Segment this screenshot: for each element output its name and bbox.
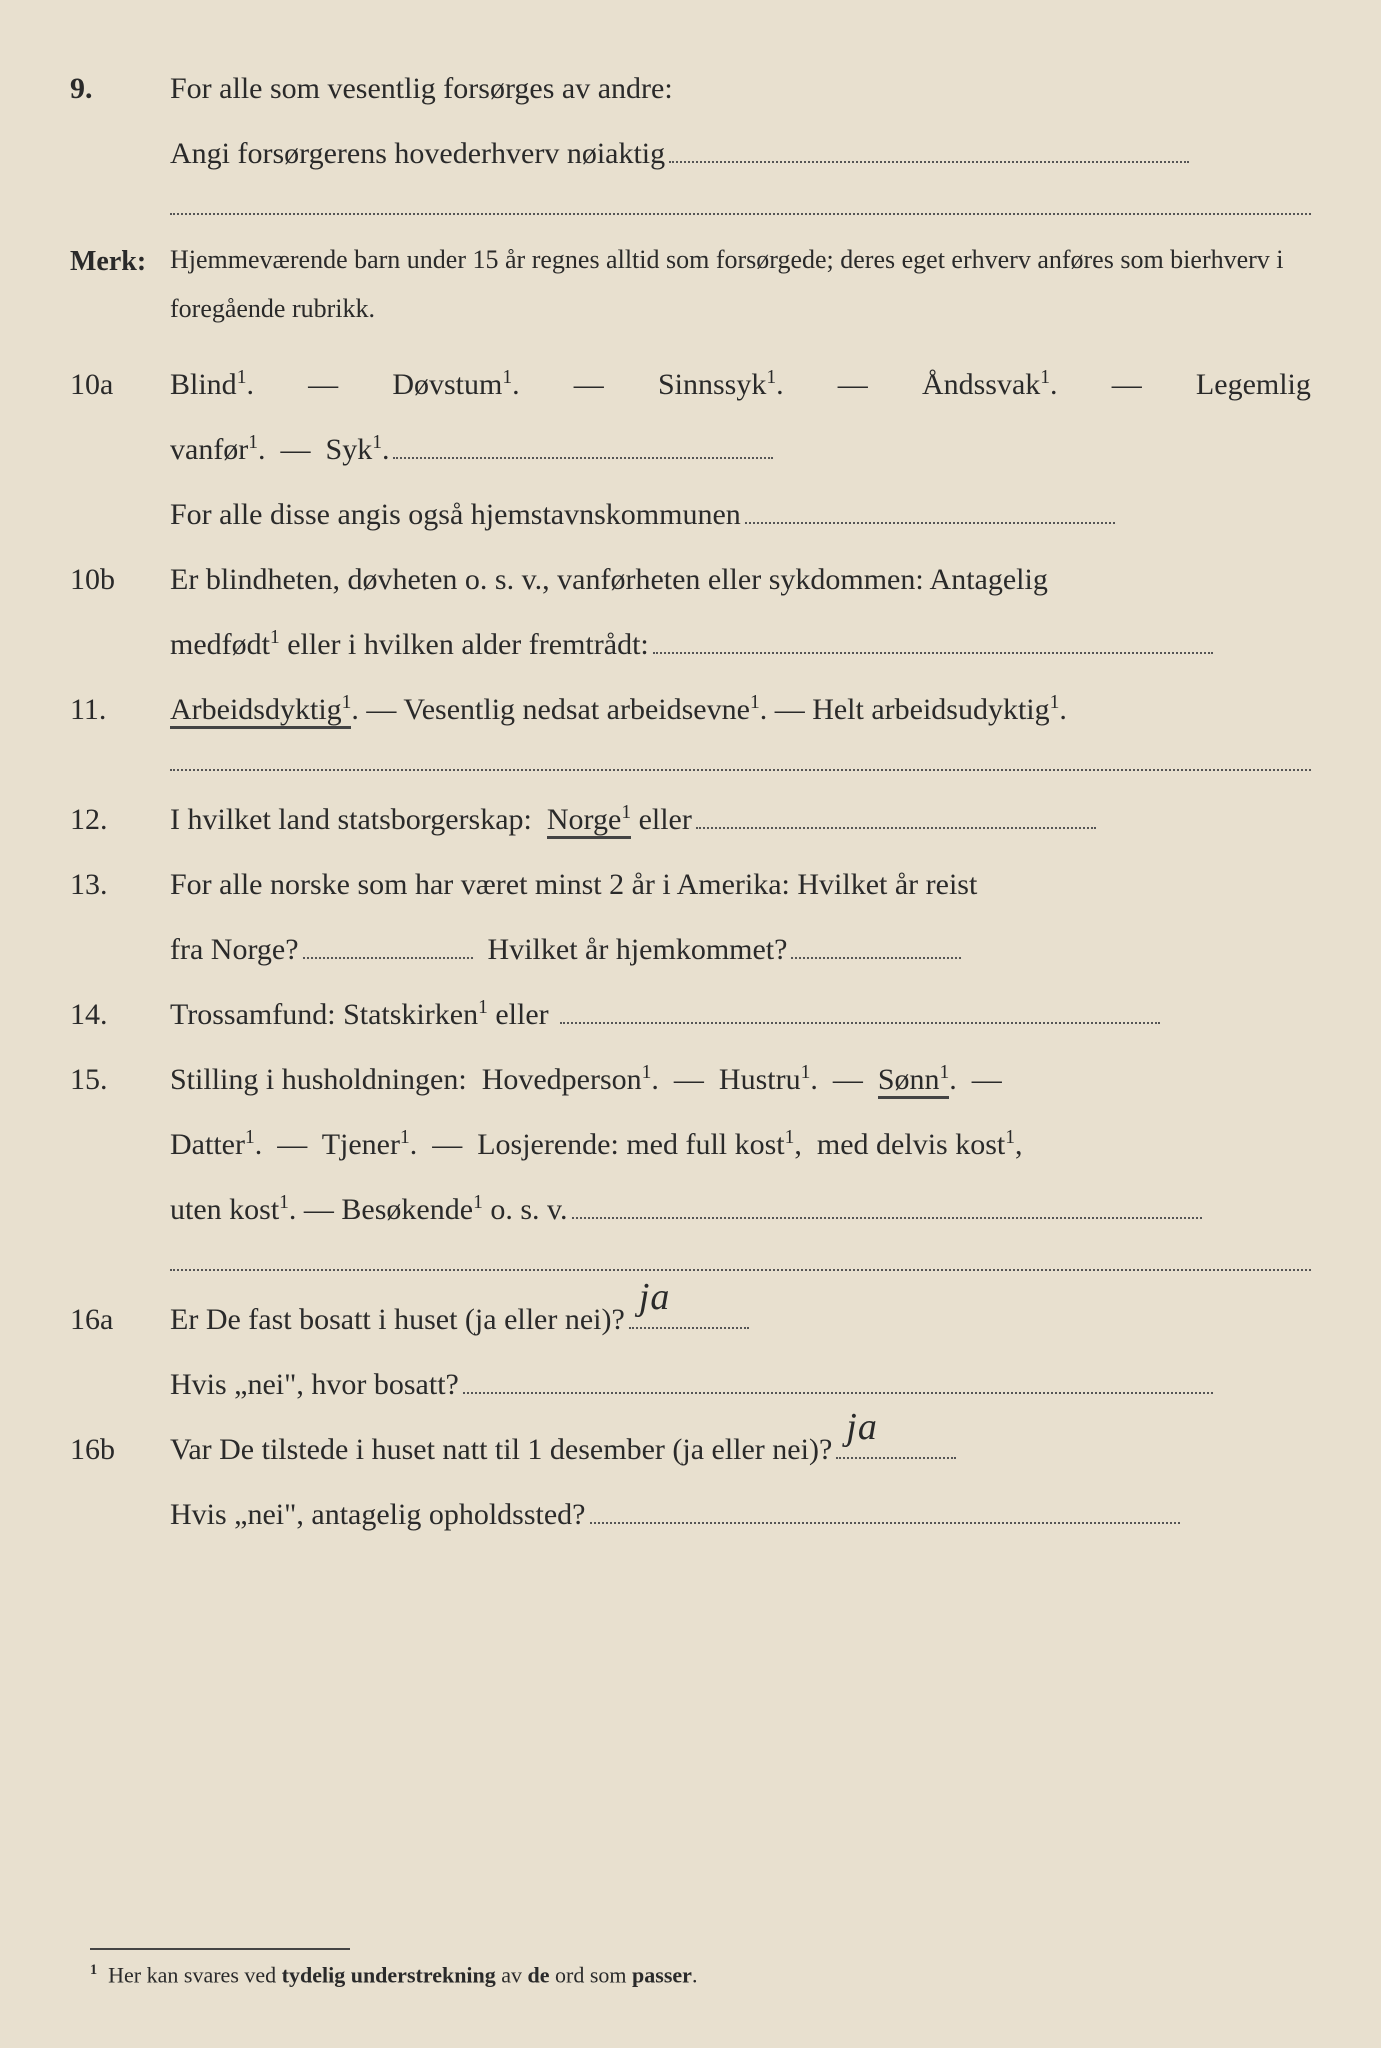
q12-or: eller <box>639 803 692 836</box>
opt-nedsat: Vesentlig nedsat arbeidsevne <box>403 693 750 726</box>
q13-text2a: fra Norge? <box>170 933 299 966</box>
q10a-line2: vanfør1. — Syk1. <box>70 421 1311 478</box>
q9-content: For alle som vesentlig forsørges av andr… <box>170 60 1311 117</box>
q10b-number: 10b <box>70 551 170 608</box>
q14-or: eller <box>495 998 548 1031</box>
fill-line[interactable] <box>791 957 961 959</box>
q10b-line2: medfødt1 eller i hvilken alder fremtrådt… <box>70 616 1311 673</box>
q10b-text1: Er blindheten, døvheten o. s. v., vanfør… <box>170 551 1311 608</box>
opt-hovedperson: Hovedperson <box>482 1063 642 1096</box>
opt-tjener: Tjener <box>322 1128 400 1161</box>
q16a-number: 16a <box>70 1291 170 1348</box>
fill-line[interactable] <box>590 1522 1180 1524</box>
merk-note: Merk: Hjemmeværende barn under 15 år reg… <box>70 235 1311 334</box>
fill-line[interactable] <box>653 652 1213 654</box>
q15-line3: uten kost1. — Besøkende1 o. s. v. <box>70 1181 1311 1238</box>
q12-text: I hvilket land statsborgerskap: <box>170 803 532 836</box>
fill-line[interactable] <box>463 1392 1213 1394</box>
fill-line[interactable] <box>572 1217 1202 1219</box>
question-14: 14. Trossamfund: Statskirken1 eller <box>70 986 1311 1043</box>
census-form-page: 9. For alle som vesentlig forsørges av a… <box>0 0 1381 2048</box>
answer-16b: ja <box>846 1391 878 1463</box>
answer-norge: Norge1 <box>547 803 631 839</box>
question-12: 12. I hvilket land statsborgerskap: Norg… <box>70 791 1311 848</box>
q10b-text2b: eller i hvilken alder fremtrådt: <box>280 628 649 661</box>
question-13: 13. For alle norske som har været minst … <box>70 856 1311 913</box>
q10a-line3-text: For alle disse angis også hjemstavnskomm… <box>170 498 741 531</box>
question-9: 9. For alle som vesentlig forsørges av a… <box>70 60 1311 117</box>
opt-datter: Datter <box>170 1128 245 1161</box>
q13-text2b: Hvilket år hjemkommet? <box>488 933 788 966</box>
q13-number: 13. <box>70 856 170 913</box>
opt-udyktig: Helt arbeidsudyktig <box>812 693 1049 726</box>
q15-line2: Datter1. — Tjener1. — Losjerende: med fu… <box>70 1116 1311 1173</box>
opt-besokende: Besøkende <box>341 1193 473 1226</box>
q11-number: 11. <box>70 681 170 738</box>
divider <box>170 768 1311 771</box>
fill-line[interactable] <box>560 1022 1160 1024</box>
opt-dovstum: Døvstum <box>392 368 502 401</box>
q10a-line3: For alle disse angis også hjemstavnskomm… <box>70 486 1311 543</box>
opt-hustru: Hustru <box>719 1063 801 1096</box>
q10b-medfodt: medfødt <box>170 628 270 661</box>
footnote-marker: 1 <box>90 1962 97 1978</box>
q15-lead: Stilling i husholdningen: <box>170 1063 467 1096</box>
question-11: 11. Arbeidsdyktig1. — Vesentlig nedsat a… <box>70 681 1311 738</box>
opt-vanfor: vanfør <box>170 433 248 466</box>
question-16a: 16a Er De fast bosatt i huset (ja eller … <box>70 1291 1311 1348</box>
divider <box>170 212 1311 215</box>
q16b-line2: Hvis „nei", antagelig opholdssted? <box>70 1486 1311 1543</box>
fill-line[interactable] <box>303 957 473 959</box>
q15-osv: o. s. v. <box>483 1193 568 1226</box>
q15-number: 15. <box>70 1051 170 1108</box>
q16a-line2: Hvis „nei", hvor bosatt? <box>70 1356 1311 1413</box>
opt-blind: Blind <box>170 368 237 401</box>
opt-syk: Syk <box>326 433 373 466</box>
q16b-text1: Var De tilstede i huset natt til 1 desem… <box>170 1433 832 1466</box>
opt-sinnssyk: Sinnssyk <box>658 368 766 401</box>
fill-line[interactable] <box>669 161 1189 163</box>
q16b-text2: Hvis „nei", antagelig opholdssted? <box>170 1498 586 1531</box>
question-15: 15. Stilling i husholdningen: Hovedperso… <box>70 1051 1311 1108</box>
opt-andssvak: Åndssvak <box>922 368 1040 401</box>
fill-line[interactable] <box>745 522 1115 524</box>
q14-text: Trossamfund: Statskirken <box>170 998 478 1031</box>
opt-delvis: med delvis kost <box>817 1128 1005 1161</box>
opt-uten-kost: uten kost <box>170 1193 279 1226</box>
q9-line1: For alle som vesentlig forsørges av andr… <box>170 72 673 105</box>
fill-line[interactable]: ja <box>629 1327 749 1329</box>
footnote-text: Her kan svares ved tydelig understreknin… <box>108 1962 697 1987</box>
merk-text: Hjemmeværende barn under 15 år regnes al… <box>170 235 1311 334</box>
q16b-number: 16b <box>70 1421 170 1478</box>
footnote-rule <box>90 1948 350 1950</box>
q12-number: 12. <box>70 791 170 848</box>
footnote: 1 Her kan svares ved tydelig understrekn… <box>90 1948 1311 1988</box>
fill-line[interactable] <box>696 827 1096 829</box>
answer-16a: ja <box>639 1261 671 1333</box>
q9-number: 9. <box>70 60 170 117</box>
q16a-text1: Er De fast bosatt i huset (ja eller nei)… <box>170 1303 625 1336</box>
q9-line2-row: Angi forsørgerens hovederhverv nøiaktig <box>70 125 1311 182</box>
fill-line[interactable] <box>393 457 773 459</box>
opt-losjerende: Losjerende: med full kost <box>477 1128 784 1161</box>
q14-number: 14. <box>70 986 170 1043</box>
question-10b: 10b Er blindheten, døvheten o. s. v., va… <box>70 551 1311 608</box>
fill-line[interactable]: ja <box>836 1457 956 1459</box>
opt-sonn: Sønn1 <box>878 1063 949 1099</box>
q10a-content: Blind1. — Døvstum1. — Sinnssyk1. — Åndss… <box>170 356 1311 413</box>
q9-line2-content: Angi forsørgerens hovederhverv nøiaktig <box>170 125 1311 182</box>
q16a-text2: Hvis „nei", hvor bosatt? <box>170 1368 459 1401</box>
divider <box>170 1268 1311 1271</box>
q9-line2: Angi forsørgerens hovederhverv nøiaktig <box>170 137 665 170</box>
q13-line2: fra Norge? Hvilket år hjemkommet? <box>70 921 1311 978</box>
merk-label: Merk: <box>70 235 170 334</box>
q10a-number: 10a <box>70 356 170 413</box>
question-16b: 16b Var De tilstede i huset natt til 1 d… <box>70 1421 1311 1478</box>
opt-legemlig: Legemlig <box>1196 356 1311 413</box>
q13-text1: For alle norske som har været minst 2 år… <box>170 856 1311 913</box>
opt-arbeidsdyktig: Arbeidsdyktig1 <box>170 693 351 729</box>
question-10a: 10a Blind1. — Døvstum1. — Sinnssyk1. — Å… <box>70 356 1311 413</box>
